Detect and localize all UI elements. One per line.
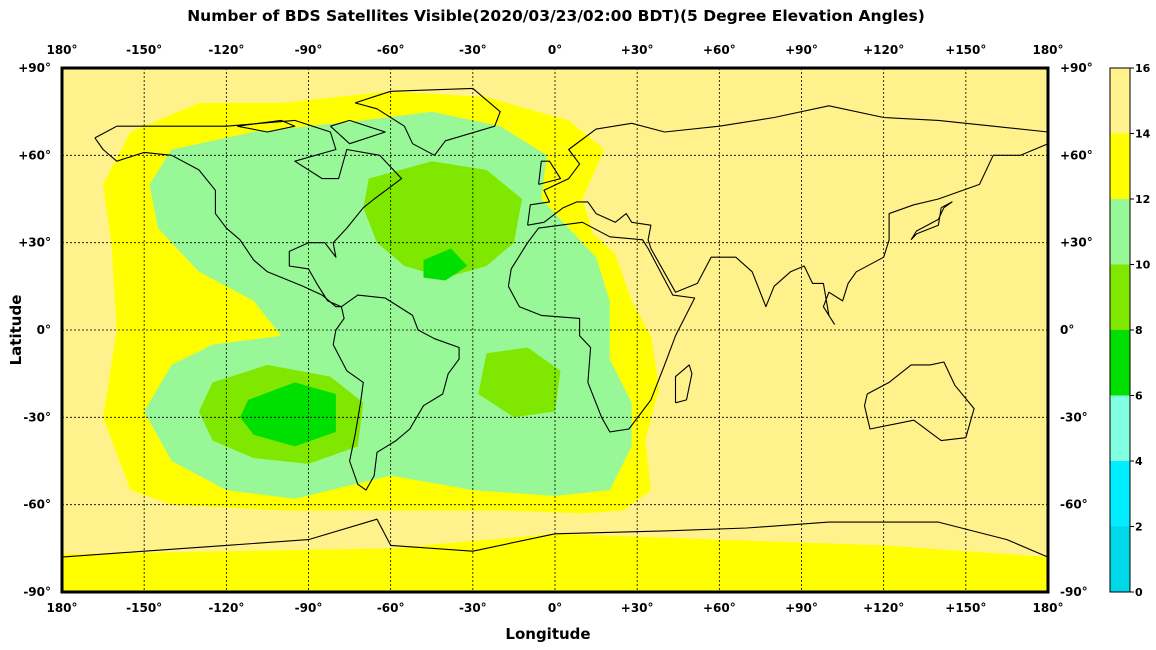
y-axis-label: Latitude — [7, 295, 25, 366]
y-tick-left: -90° — [23, 585, 51, 599]
coastline — [910, 201, 953, 241]
x-tick-top: 180° — [46, 43, 77, 57]
coastline — [527, 105, 1049, 325]
y-tick-left: -30° — [23, 410, 51, 424]
x-tick-top: -30° — [459, 43, 487, 57]
colorbar-tick-label: 8 — [1135, 324, 1143, 337]
y-tick-right: +90° — [1060, 61, 1093, 75]
colorbar-bin — [1110, 133, 1130, 199]
y-tick-left: +60° — [18, 148, 51, 162]
x-tick-bottom: -60° — [377, 601, 405, 615]
x-tick-bottom: 180° — [1032, 601, 1063, 615]
x-tick-bottom: +150° — [945, 601, 986, 615]
coastline — [354, 87, 501, 156]
visibility-region — [240, 382, 336, 447]
x-tick-top: -150° — [126, 43, 162, 57]
coastline — [332, 294, 460, 491]
y-tick-right: -90° — [1060, 585, 1088, 599]
x-tick-top: -60° — [377, 43, 405, 57]
y-tick-right: 0° — [1060, 323, 1074, 337]
y-tick-right: -60° — [1060, 498, 1088, 512]
colorbar-tick-label: 14 — [1135, 128, 1151, 141]
graticule — [62, 68, 1048, 592]
x-tick-bottom: 0° — [548, 601, 562, 615]
colorbar-tick-label: 4 — [1135, 455, 1143, 468]
x-tick-bottom: -90° — [295, 601, 323, 615]
x-tick-top: +90° — [785, 43, 818, 57]
y-tick-left: +90° — [18, 61, 51, 75]
colorbar-bin — [1110, 68, 1130, 134]
colorbar-tick-label: 6 — [1135, 390, 1143, 403]
map-frame — [60, 66, 1050, 594]
colorbar-bin — [1110, 526, 1130, 592]
visibility-region — [478, 347, 561, 418]
coastline — [61, 518, 1049, 558]
coastline — [330, 119, 386, 145]
coastline — [237, 119, 296, 133]
y-tick-left: +30° — [18, 236, 51, 250]
x-tick-top: +60° — [703, 43, 736, 57]
x-tick-bottom: 180° — [46, 601, 77, 615]
colorbar-tick-label: 10 — [1135, 259, 1151, 272]
colorbar-tick-label: 0 — [1135, 586, 1143, 599]
y-tick-right: +60° — [1060, 148, 1093, 162]
y-tick-right: -30° — [1060, 410, 1088, 424]
colorbar-bin — [1110, 330, 1130, 396]
x-tick-bottom: -120° — [208, 601, 244, 615]
chart-title: Number of BDS Satellites Visible(2020/03… — [187, 7, 925, 25]
colorbar-tick-label: 16 — [1135, 62, 1151, 75]
x-tick-bottom: +90° — [785, 601, 818, 615]
x-tick-top: +120° — [863, 43, 904, 57]
x-tick-bottom: -150° — [126, 601, 162, 615]
x-axis-label: Longitude — [505, 625, 590, 643]
coastline — [674, 364, 693, 404]
x-tick-top: -90° — [295, 43, 323, 57]
y-tick-left: -60° — [23, 498, 51, 512]
axis-ticks: 180° 180° -150° -150° -120° -120° -90° -90° -60°… — [18, 43, 1093, 615]
coastline — [863, 361, 975, 442]
x-tick-bottom: -30° — [459, 601, 487, 615]
colorbar-bin — [1110, 461, 1130, 527]
x-tick-top: -120° — [208, 43, 244, 57]
x-tick-top: +30° — [621, 43, 654, 57]
coastline — [538, 160, 562, 185]
colorbar-tick-label: 12 — [1135, 193, 1150, 206]
visibility-region — [423, 248, 468, 281]
x-tick-bottom: +60° — [703, 601, 736, 615]
x-tick-top: +150° — [945, 43, 986, 57]
x-tick-bottom: +30° — [621, 601, 654, 615]
x-tick-top: 180° — [1032, 43, 1063, 57]
colorbar-bin — [1110, 264, 1130, 330]
colorbar: 16 14 12 10 8 6 4 2 0 — [1109, 62, 1151, 599]
x-tick-bottom: +120° — [863, 601, 904, 615]
y-tick-left: 0° — [37, 323, 51, 337]
colorbar-tick-label: 2 — [1135, 521, 1143, 534]
colorbar-bin — [1110, 395, 1130, 461]
x-tick-top: 0° — [548, 43, 562, 57]
visibility-region — [363, 161, 523, 278]
colorbar-bin — [1110, 199, 1130, 265]
y-tick-right: +30° — [1060, 236, 1093, 250]
